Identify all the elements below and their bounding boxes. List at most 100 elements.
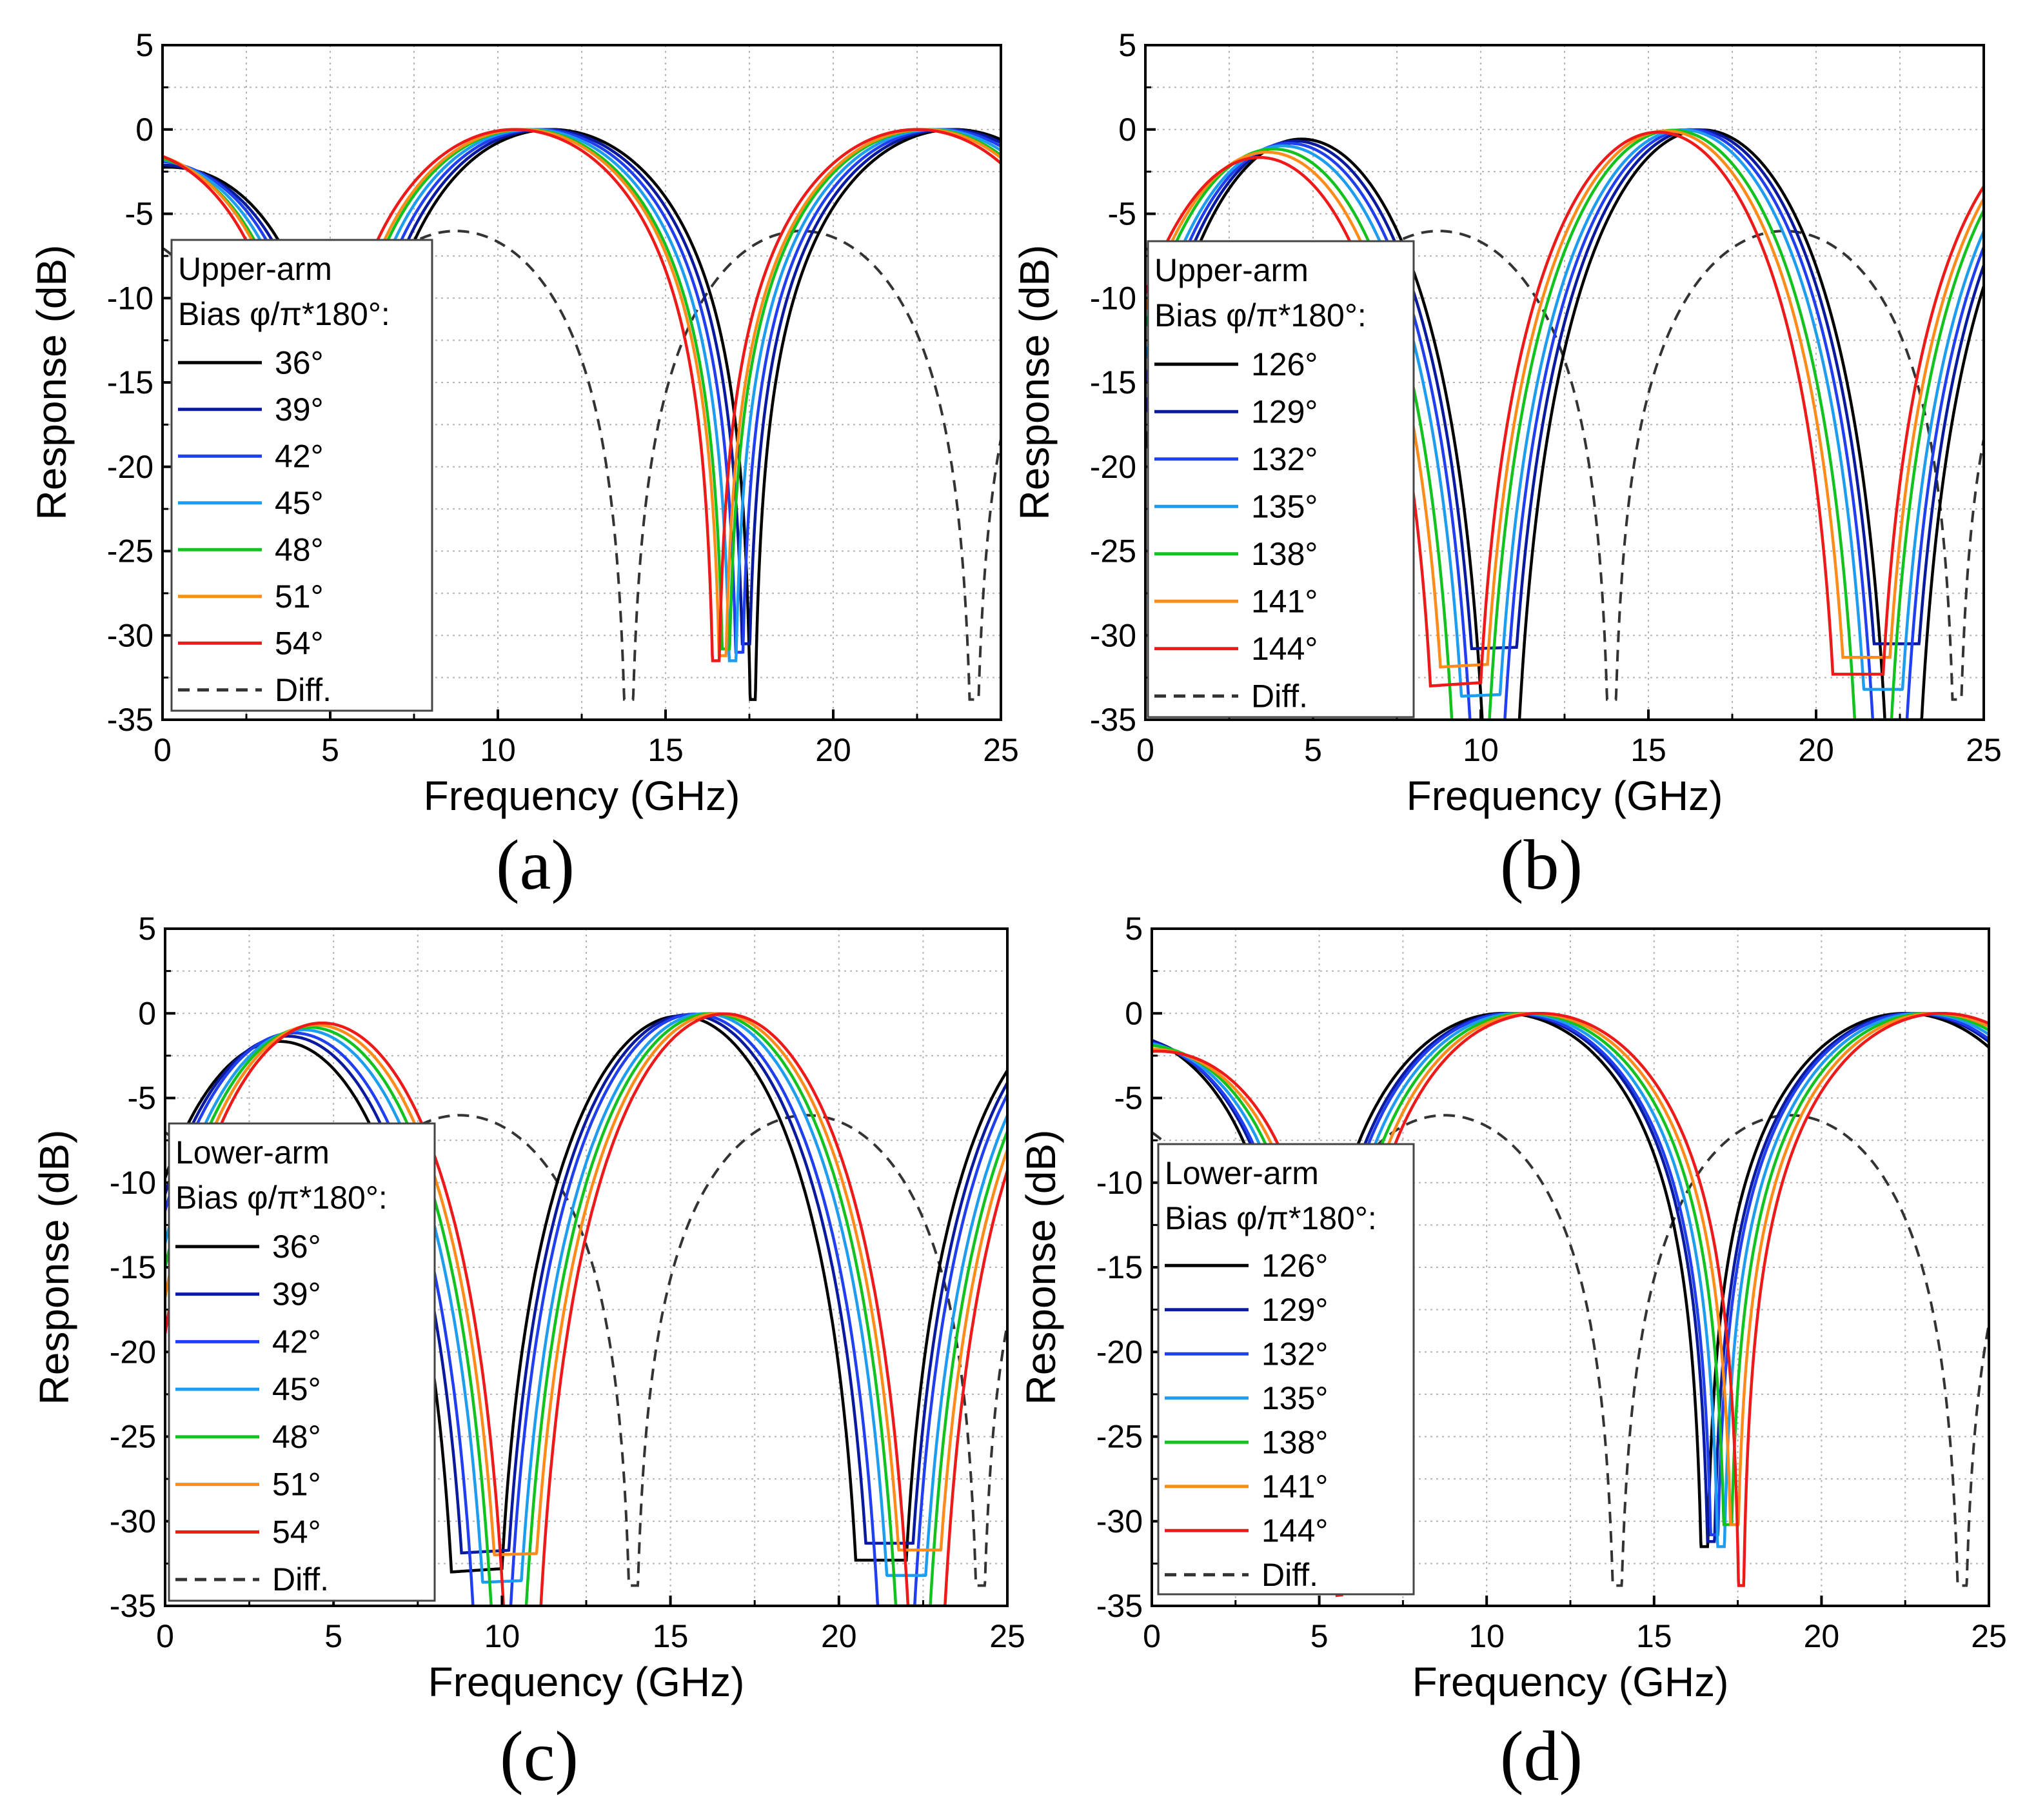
x-tick-label: 0	[153, 732, 172, 768]
legend-entry: 36°	[275, 344, 324, 381]
y-tick-label: -5	[125, 196, 153, 232]
legend-entry: 126°	[1261, 1247, 1328, 1283]
legend-entry: 138°	[1251, 536, 1318, 572]
y-tick-label: -15	[1090, 364, 1136, 401]
x-tick-label: 10	[480, 732, 516, 768]
series-line-129deg	[1145, 128, 1984, 651]
legend-entry: 138°	[1261, 1424, 1328, 1460]
y-tick-label: -15	[107, 364, 153, 401]
legend-subtitle: Bias φ/π*180°:	[178, 296, 390, 332]
legend-subtitle: Bias φ/π*180°:	[1154, 297, 1367, 333]
y-tick-label: -30	[1090, 617, 1136, 653]
y-tick-label: -25	[1090, 533, 1136, 569]
legend-subtitle: Bias φ/π*180°:	[1165, 1200, 1377, 1236]
x-axis-label: Frequency (GHz)	[428, 1659, 745, 1705]
y-tick-label: -25	[110, 1419, 156, 1455]
x-tick-label: 5	[1310, 1618, 1329, 1654]
legend: Lower-arm Bias φ/π*180°: 126° 129° 132° 135° 1…	[1157, 1143, 1415, 1596]
x-tick-label: 25	[1966, 732, 2002, 768]
series-line-132deg	[1145, 128, 1984, 720]
panel-label: (d)	[1500, 1717, 1583, 1795]
legend-box	[1147, 240, 1415, 718]
panel-label: (c)	[500, 1717, 578, 1795]
x-tick-label: 10	[484, 1618, 520, 1654]
x-tick-label: 15	[653, 1618, 689, 1654]
legend-entry: 144°	[1261, 1512, 1328, 1548]
legend-entry: 39°	[275, 391, 324, 428]
x-tick-label: 15	[647, 732, 684, 768]
legend-entry: 42°	[275, 438, 324, 474]
y-tick-label: 5	[135, 27, 153, 63]
legend-entry: 135°	[1251, 488, 1318, 524]
legend-entry: Diff.	[275, 672, 331, 708]
x-tick-label: 15	[1636, 1618, 1672, 1654]
legend-entry: 144°	[1251, 631, 1318, 667]
y-tick-label: -20	[107, 449, 153, 485]
y-tick-label: 0	[1118, 112, 1136, 148]
x-axis-label: Frequency (GHz)	[424, 773, 740, 819]
x-tick-label: 20	[815, 732, 851, 768]
x-tick-label: 0	[1136, 732, 1154, 768]
x-tick-label: 10	[1463, 732, 1499, 768]
y-tick-label: -10	[1096, 1165, 1143, 1201]
y-tick-label: -25	[1096, 1419, 1143, 1455]
y-tick-label: -15	[110, 1249, 156, 1285]
panel-label: (b)	[1500, 826, 1583, 904]
legend-entry: 132°	[1261, 1336, 1328, 1372]
y-tick-label: -20	[1096, 1334, 1143, 1370]
legend-entry: 48°	[275, 531, 324, 568]
x-tick-label: 0	[1143, 1618, 1161, 1654]
x-axis-label: Frequency (GHz)	[1407, 773, 1723, 819]
x-tick-label: 5	[324, 1618, 342, 1654]
x-tick-label: 20	[821, 1618, 857, 1654]
series-group	[1145, 128, 1984, 720]
y-tick-label: -10	[110, 1165, 156, 1201]
legend-entry: 129°	[1251, 393, 1318, 430]
legend: Lower-arm Bias φ/π*180°: 36° 39° 42° 45° 48° 51…	[168, 1122, 436, 1602]
series-line-39deg	[165, 1013, 1007, 1555]
y-tick-label: -5	[1114, 1080, 1143, 1116]
x-tick-label: 25	[1971, 1618, 2007, 1654]
legend-entry: 45°	[275, 485, 324, 521]
y-axis-label: Response (dB)	[1018, 1130, 1064, 1405]
y-axis-label: Response (dB)	[28, 245, 75, 520]
y-tick-label: -10	[1090, 280, 1136, 316]
legend-entry: 132°	[1251, 441, 1318, 477]
y-tick-label: 0	[1125, 995, 1143, 1031]
y-tick-label: -30	[110, 1503, 156, 1539]
x-tick-label: 10	[1468, 1618, 1505, 1654]
legend-entry: Diff.	[1261, 1557, 1318, 1593]
legend-entry: 54°	[272, 1514, 321, 1550]
legend-entry: 141°	[1251, 583, 1318, 619]
x-tick-label: 0	[156, 1618, 174, 1654]
x-tick-label: 20	[1804, 1618, 1840, 1654]
legend-entry: 36°	[272, 1229, 321, 1265]
series-line-135deg	[1145, 128, 1984, 698]
series-line-138deg	[1145, 128, 1984, 720]
y-tick-label: 5	[138, 911, 156, 947]
y-tick-label: -30	[1096, 1503, 1143, 1539]
legend-title: Lower-arm	[175, 1134, 330, 1171]
legend-box	[1157, 1143, 1415, 1596]
chart-panel-1: 0 5 10 15 20 25 5 0 -5 -10 -15 -20 -25 -30 -35 Frequenc…	[28, 27, 1019, 904]
chart-panel-3: 0 5 10 15 20 25 5 0 -5 -10 -15 -20 -25 -30 -35 Frequenc…	[31, 911, 1025, 1795]
x-tick-label: 20	[1798, 732, 1834, 768]
y-tick-label: -25	[107, 533, 153, 569]
y-tick-label: -35	[110, 1588, 156, 1624]
legend-entry: Diff.	[1251, 678, 1308, 714]
y-tick-label: -30	[107, 617, 153, 653]
legend-entry: 51°	[275, 579, 324, 615]
legend-title: Lower-arm	[1165, 1155, 1319, 1191]
y-tick-label: 5	[1125, 911, 1143, 947]
legend: Upper-arm Bias φ/π*180°: 36° 39° 42° 45° 48° 51…	[170, 239, 433, 712]
y-tick-label: 0	[135, 112, 153, 148]
y-tick-label: -10	[107, 280, 153, 316]
legend-title: Upper-arm	[1154, 252, 1309, 288]
legend-box	[170, 239, 433, 712]
series-line-141deg	[1145, 129, 1984, 669]
y-tick-label: -5	[1108, 196, 1136, 232]
legend-entry: 48°	[272, 1419, 321, 1455]
x-tick-label: 15	[1630, 732, 1666, 768]
x-tick-label: 5	[1304, 732, 1322, 768]
